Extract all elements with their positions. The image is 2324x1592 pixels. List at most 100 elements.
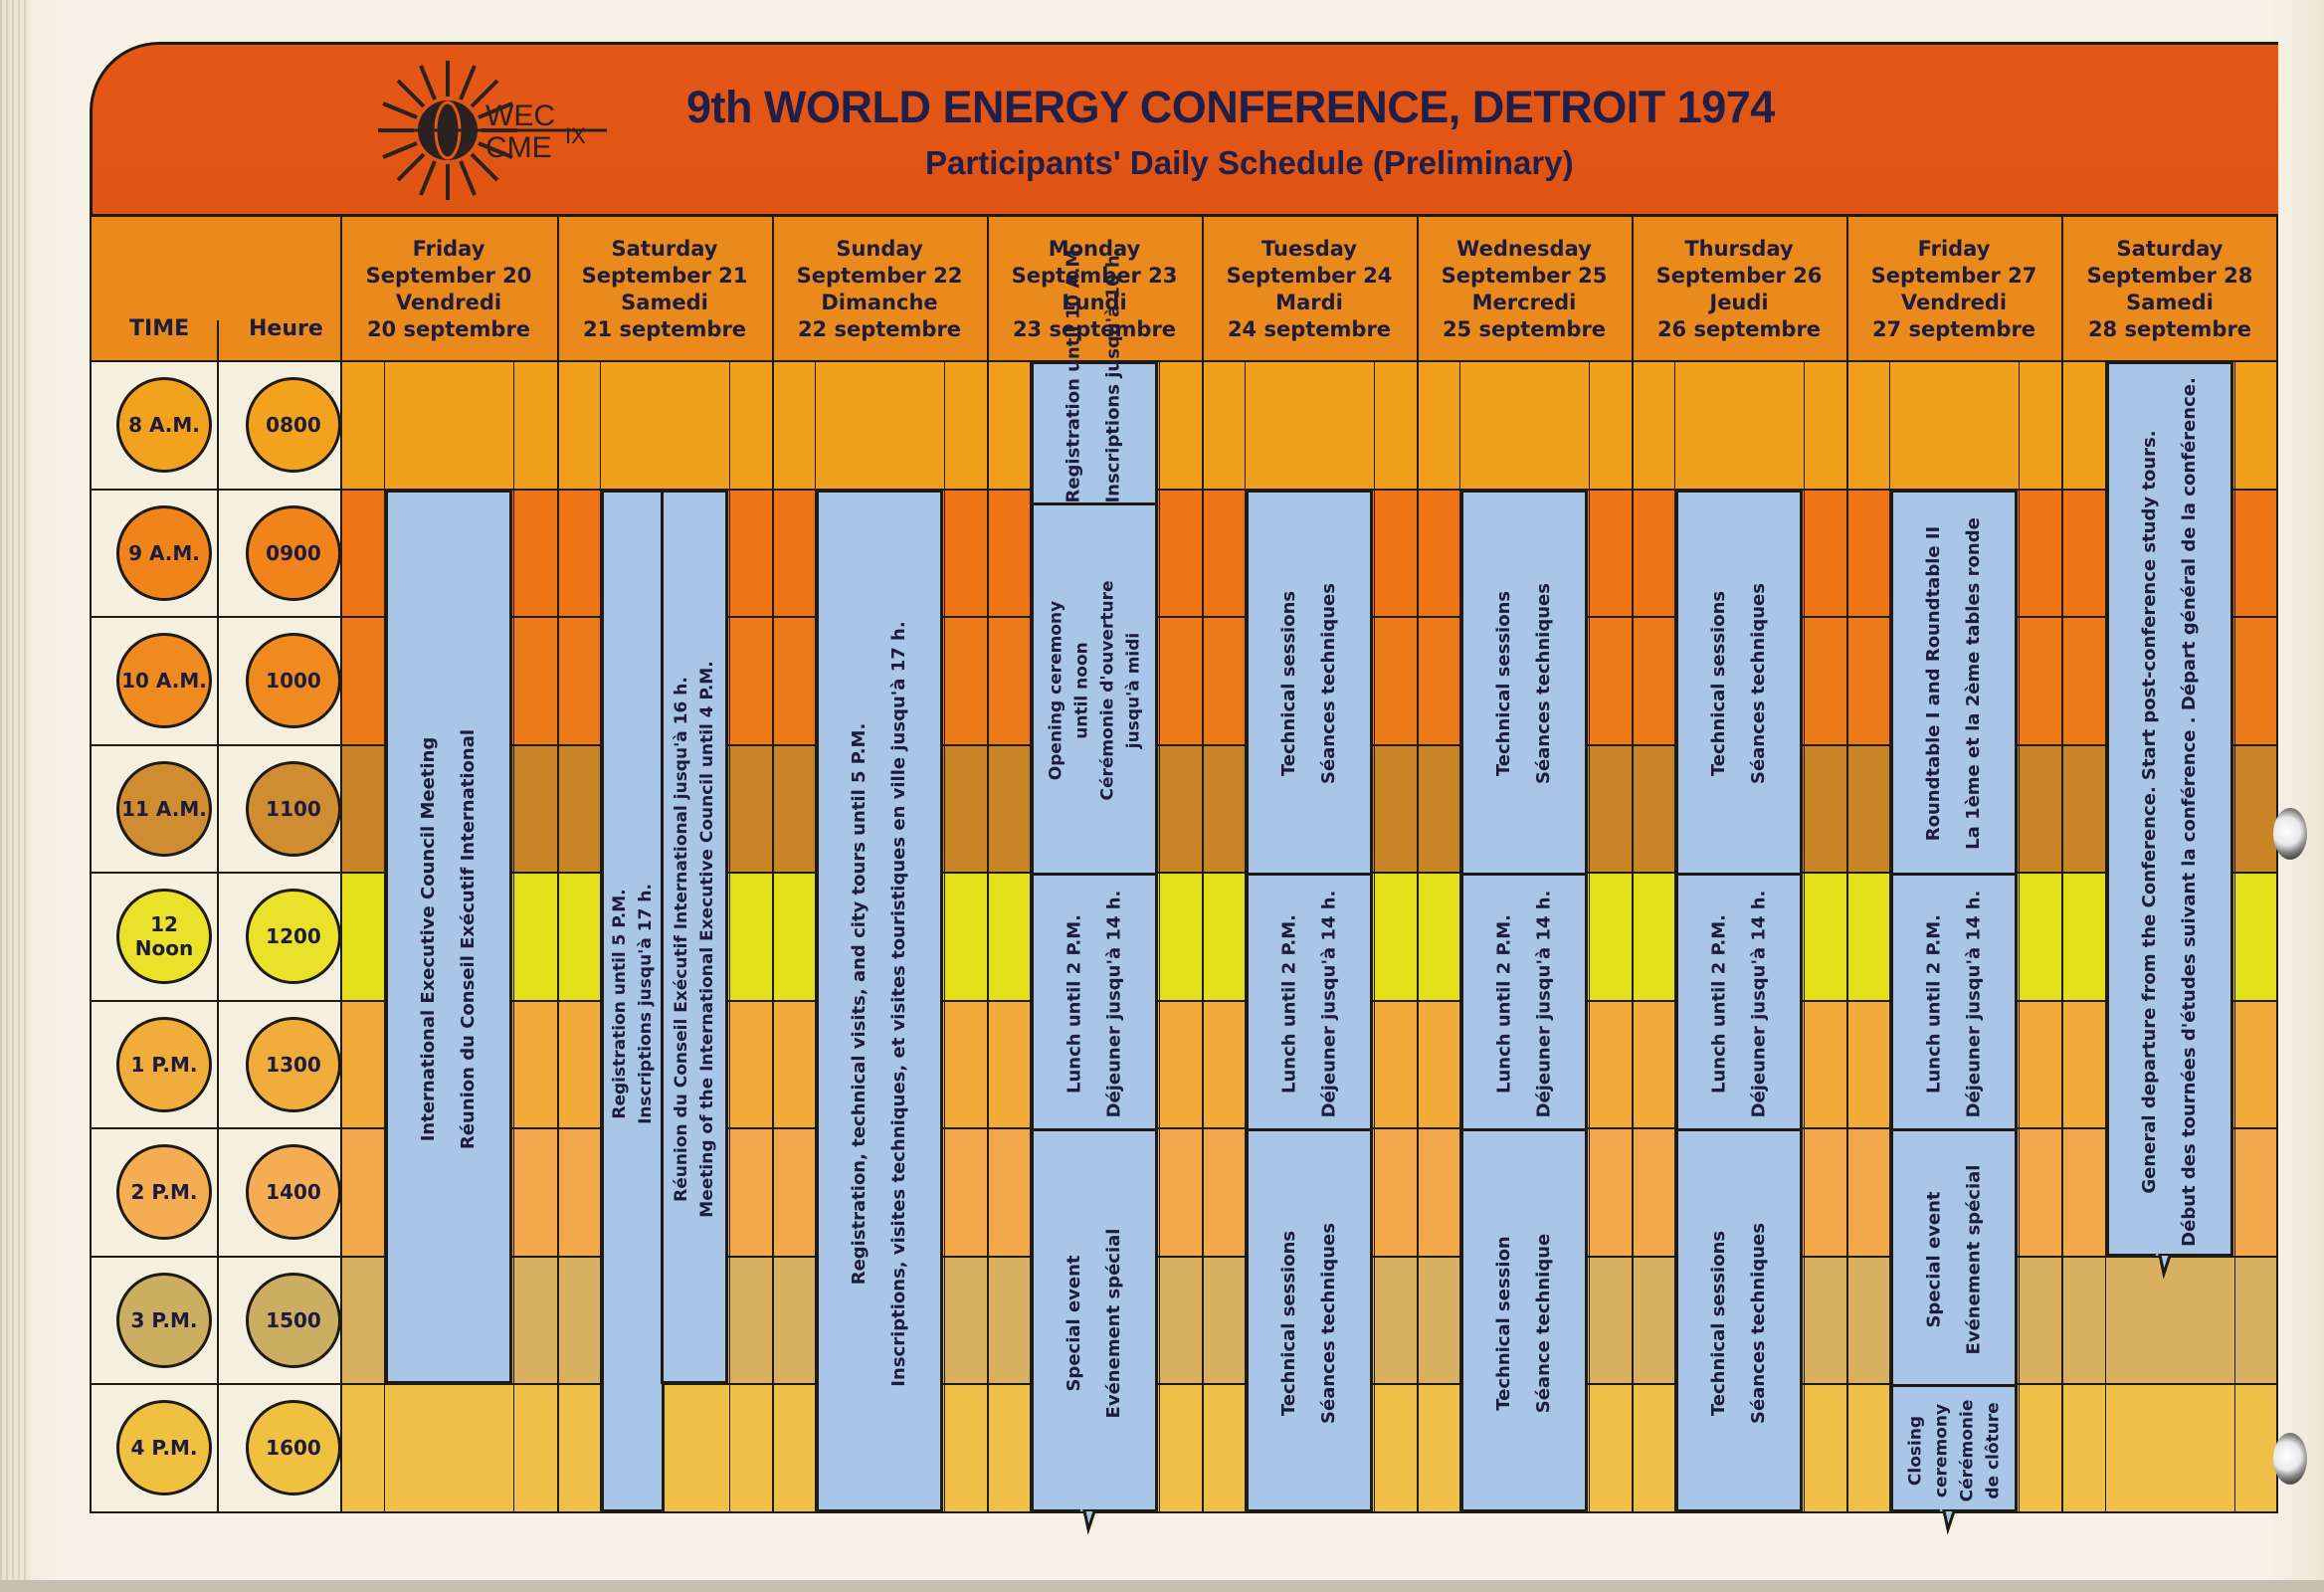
day-header-fr-date: 20 septembre [366,316,531,341]
lunch-text-line: Déjeuner jusqu'à 14 h. [1318,890,1339,1117]
roundtable-text-line: Roundtable I and Roundtable II [1923,526,1944,842]
time-circle: 1 P.M. [116,1016,212,1112]
lunch-text-line: Déjeuner jusqu'à 14 h. [1533,890,1554,1117]
heure-circle: 0800 [246,377,341,474]
column-subrule [815,361,817,1512]
day-header-fr-date: 28 septembre [2087,316,2252,341]
council-sat-block: Réunion du Conseil Exécutif Internationa… [661,489,728,1384]
special-event-text: Special event Evénement spécial [1914,1131,1994,1387]
lunch-text: Lunch until 2 P.M. Déjeuner jusqu'à 14 h. [1055,876,1134,1131]
day-header-fr-date: 21 septembre [582,316,747,341]
day-header: Saturday September 28 Samedi 28 septembre [2061,217,2278,361]
time-circle: 11 A.M. [116,760,212,857]
column-subrule [728,361,730,1512]
time-circle: 2 P.M. [116,1144,212,1241]
day-header-en-day: Monday [1048,236,1141,261]
closing-ceremony-text: Closing ceremony Cérémonie de clôture [1902,1387,2006,1515]
column-subrule [943,361,945,1512]
day-header-en-day: Friday [412,236,485,261]
time-label: 8 A.M. [128,413,200,438]
heure-circle: 1200 [246,889,341,985]
heure-circle: 1300 [246,1016,341,1112]
column-subrule [2018,361,2020,1512]
heure-label: 1000 [266,669,321,694]
executive-council-text-line: Réunion du Conseil Exécutif Internationa… [458,729,479,1150]
friday-27-block: Roundtable I and Roundtable II La 1ème et… [1890,489,2018,1515]
day-header-en-day: Saturday [611,236,718,261]
registration-sun-text-line: Registration, technical visits, and city… [849,722,870,1285]
day-header-fr-day: Dimanche [821,290,938,314]
closing-ceremony-text-line: ceremony [1931,1404,1951,1498]
heure-label: 1400 [266,1180,321,1205]
day-header-en-date: September 28 [2086,263,2253,288]
day-header-fr-date: 22 septembre [797,316,962,341]
spiral-binding-edge [0,0,30,1592]
heure-circle: 1400 [246,1144,341,1241]
day-header-en-date: September 27 [1870,263,2037,288]
lunch-text-line: Lunch until 2 P.M. [1923,913,1944,1094]
time-circle: 8 A.M. [116,377,212,474]
block-divider [1893,1384,2015,1387]
page-subtitle: Participants' Daily Schedule (Preliminar… [925,144,1574,181]
column-subrule [1588,361,1590,1512]
registration-sat-text-line: Registration until 5 P.M. [610,888,630,1119]
special-event-text-line: Evénement spécial [1963,1164,1984,1354]
binder-clip-top [2273,808,2307,860]
lunch-text-line: Déjeuner jusqu'à 14 h. [1103,890,1124,1117]
day-header: Monday September 23 Lundi 23 septembre [987,217,1202,361]
technical-sessions-text: Technical sessions Séances techniques [1699,493,1779,877]
time-label: 10 A.M. [121,669,207,694]
monday-registration-text: Registration until 10 A.M. Inscriptions j… [1055,242,1134,503]
day-header-fr-date: 27 septembre [1871,316,2036,341]
row-rule [90,1383,2278,1385]
day-header-en-day: Tuesday [1261,236,1357,261]
day-header-fr-date: 25 septembre [1442,316,1607,341]
registration-sun-text: Registration, technical visits, and city… [840,493,919,1515]
registration-sun-text-line: Inscriptions, visites techniques, et vis… [888,620,909,1387]
block-divider [1463,873,1585,876]
day-header-fr-day: Jeudi [1709,290,1769,314]
row-rule [90,743,2278,746]
binder-clip-bottom [2273,1433,2307,1485]
technical-sessions-text-line: Séances techniques [1748,583,1769,785]
technical-sessions-pm-text: Technical session Séance technique [1484,1131,1564,1515]
lunch-text: Lunch until 2 P.M. Déjeuner jusqu'à 14 h. [1699,876,1779,1131]
opening-ceremony-text-line: Cérémonie d'ouverture [1097,580,1118,801]
column-rule [340,217,342,1512]
heure-circle: 0900 [246,504,341,601]
time-header-divider [217,320,219,361]
row-rule [90,1127,2278,1129]
column-subrule [1803,361,1805,1512]
monday-registration-text-line: Registration until 10 A.M. [1064,242,1084,503]
column-subrule [2104,361,2106,1512]
technical-sessions-pm-text-line: Séance technique [1533,1233,1554,1413]
executive-council-text: International Executive Council Meeting R… [409,493,488,1388]
time-circle: 12 Noon [116,889,212,985]
council-sat-text-line: Meeting of the International Executive C… [697,661,717,1218]
heure-label: 1600 [266,1436,321,1461]
day-header: Friday September 20 Vendredi 20 septembre [340,217,557,361]
block-divider [1249,1128,1370,1131]
block-divider [1034,502,1155,506]
opening-ceremony-text: Opening ceremony until noon Cérémonie d'ou… [1043,504,1146,876]
column-subrule [2234,361,2236,1512]
block-divider [1678,1128,1800,1131]
day-header-en-day: Thursday [1684,236,1794,261]
time-circle: 3 P.M. [116,1272,212,1368]
block-divider [1463,1128,1585,1131]
lunch-text-line: Déjeuner jusqu'à 14 h. [1748,890,1769,1117]
column-subrule [1674,361,1676,1512]
heure-circle: 1000 [246,633,341,729]
column-rule [90,217,92,1512]
day-header: Tuesday September 24 Mardi 24 septembre [1202,217,1417,361]
day-header: Friday September 27 Vendredi 27 septembre [1846,217,2061,361]
continuation-mark [1928,1508,1968,1535]
hour-band [90,361,2278,490]
technical-day-block: Technical sessions Séances techniques Lunc… [1246,489,1373,1512]
departure-text-line: General departure from the Conference. S… [2139,430,2160,1194]
page-title: 9th WORLD ENERGY CONFERENCE, DETROIT 197… [686,82,1775,132]
time-label: 3 P.M. [130,1307,198,1332]
column-rule [2276,217,2278,1512]
technical-sessions-pm-text-line: Technical sessions [1278,1230,1299,1416]
column-rule [1632,217,1634,1512]
